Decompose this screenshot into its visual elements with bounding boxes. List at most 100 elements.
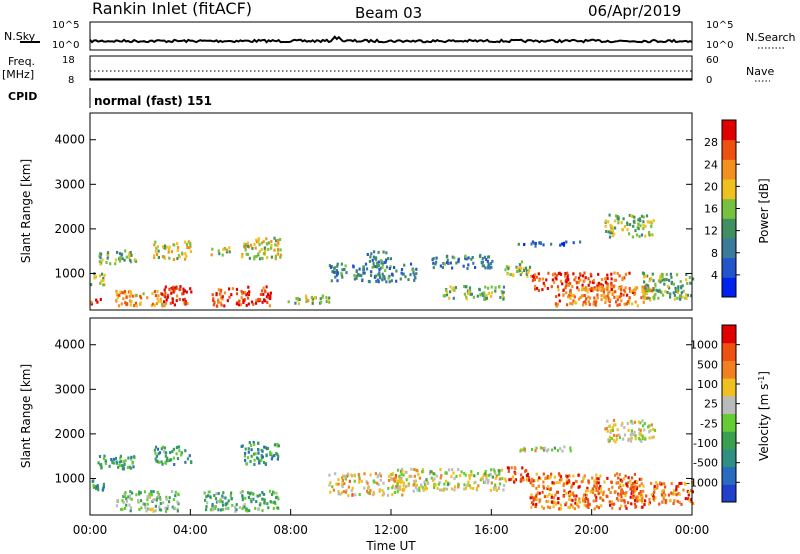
heatmap-cell [439, 488, 442, 492]
heatmap-cell [207, 494, 210, 498]
heatmap-cell [366, 489, 369, 493]
heatmap-cell [637, 223, 640, 226]
heatmap-cell [336, 270, 339, 274]
heatmap-cell [129, 258, 132, 262]
heatmap-cell [246, 456, 250, 460]
heatmap-cell [634, 286, 637, 290]
heatmap-cell [463, 487, 466, 491]
heatmap-cell [630, 436, 633, 440]
heatmap-cell [593, 479, 596, 483]
heatmap-cell [592, 302, 595, 306]
heatmap-cell [451, 266, 454, 270]
heatmap-cell [116, 499, 119, 503]
velocity-heatmap-cells [91, 418, 695, 513]
heatmap-cell [642, 215, 645, 219]
heatmap-cell [655, 481, 658, 485]
heatmap-cell [435, 474, 438, 478]
heatmap-cell [132, 465, 135, 469]
heatmap-cell [574, 501, 577, 505]
heatmap-cell [155, 459, 158, 463]
heatmap-cell [122, 460, 125, 464]
heatmap-cell [535, 472, 538, 476]
heatmap-cell [653, 297, 656, 301]
heatmap-cell [631, 476, 634, 480]
heatmap-cell [657, 296, 660, 300]
heatmap-cell [567, 295, 570, 299]
heatmap-cell [617, 476, 620, 480]
heatmap-cell [626, 223, 629, 227]
colorbar-segment [722, 413, 736, 432]
heatmap-cell [637, 436, 641, 440]
heatmap-cell [629, 479, 632, 483]
heatmap-cell [445, 255, 448, 259]
heatmap-cell [506, 272, 509, 276]
heatmap-cell [155, 498, 158, 502]
heatmap-cell [375, 265, 378, 269]
heatmap-cell [204, 498, 207, 502]
heatmap-cell [453, 477, 456, 481]
heatmap-cell [450, 475, 453, 479]
heatmap-cell [255, 500, 258, 504]
heatmap-cell [581, 496, 584, 500]
heatmap-cell [530, 493, 533, 497]
heatmap-cell [170, 291, 173, 295]
heatmap-cell [635, 505, 638, 508]
heatmap-cell [686, 282, 689, 285]
heatmap-cell [154, 445, 158, 449]
heatmap-cell [377, 272, 380, 276]
heatmap-cell [457, 468, 460, 472]
heatmap-cell [649, 298, 652, 302]
heatmap-cell [279, 248, 282, 252]
colorbar-segment [722, 238, 736, 259]
heatmap-cell [630, 419, 633, 423]
heatmap-cell [429, 470, 432, 474]
x-axis-ticks: 00:00 04:00 08:00 12:00 16:00 20:00 00:00 [73, 509, 710, 537]
heatmap-cell [386, 493, 390, 497]
heatmap-cell [530, 242, 533, 246]
heatmap-cell [252, 440, 255, 444]
heatmap-cell [603, 293, 606, 297]
heatmap-cell [620, 288, 623, 292]
heatmap-cell [634, 485, 637, 489]
heatmap-cell [130, 253, 133, 257]
heatmap-cell [542, 506, 545, 510]
heatmap-cell [517, 269, 520, 273]
heatmap-cell [118, 259, 122, 263]
heatmap-cell [368, 280, 371, 284]
heatmap-cell [212, 303, 215, 307]
heatmap-cell [652, 219, 655, 223]
heatmap-cell [379, 474, 383, 478]
heatmap-cell [336, 264, 339, 268]
heatmap-cell [588, 503, 591, 506]
heatmap-cell [519, 267, 522, 271]
heatmap-cell [441, 266, 444, 269]
heatmap-cell [183, 289, 186, 293]
heatmap-cell [573, 507, 576, 511]
heatmap-cell [599, 474, 602, 478]
heatmap-cell [148, 507, 151, 511]
heatmap-cell [647, 284, 650, 288]
heatmap-cell [617, 286, 620, 290]
heatmap-cell [246, 244, 249, 248]
heatmap-cell [342, 474, 345, 478]
heatmap-cell [605, 426, 608, 430]
x-tick-label: 00:00 [675, 523, 710, 537]
heatmap-cell [606, 419, 609, 423]
heatmap-cell [568, 506, 572, 509]
heatmap-cell [168, 500, 171, 504]
heatmap-cell [358, 480, 361, 484]
heatmap-cell [133, 304, 136, 308]
heatmap-cell [148, 492, 151, 496]
heatmap-cell [363, 271, 366, 275]
heatmap-cell [580, 294, 584, 298]
heatmap-cell [481, 257, 484, 261]
heatmap-cell [182, 298, 185, 302]
heatmap-cell [615, 481, 618, 485]
freq-strip-frame [89, 55, 693, 81]
colorbar-tick-label: -25 [700, 417, 718, 430]
heatmap-cell [159, 297, 162, 301]
heatmap-cell [632, 289, 635, 293]
heatmap-cell [595, 505, 598, 508]
heatmap-cell [387, 276, 390, 280]
